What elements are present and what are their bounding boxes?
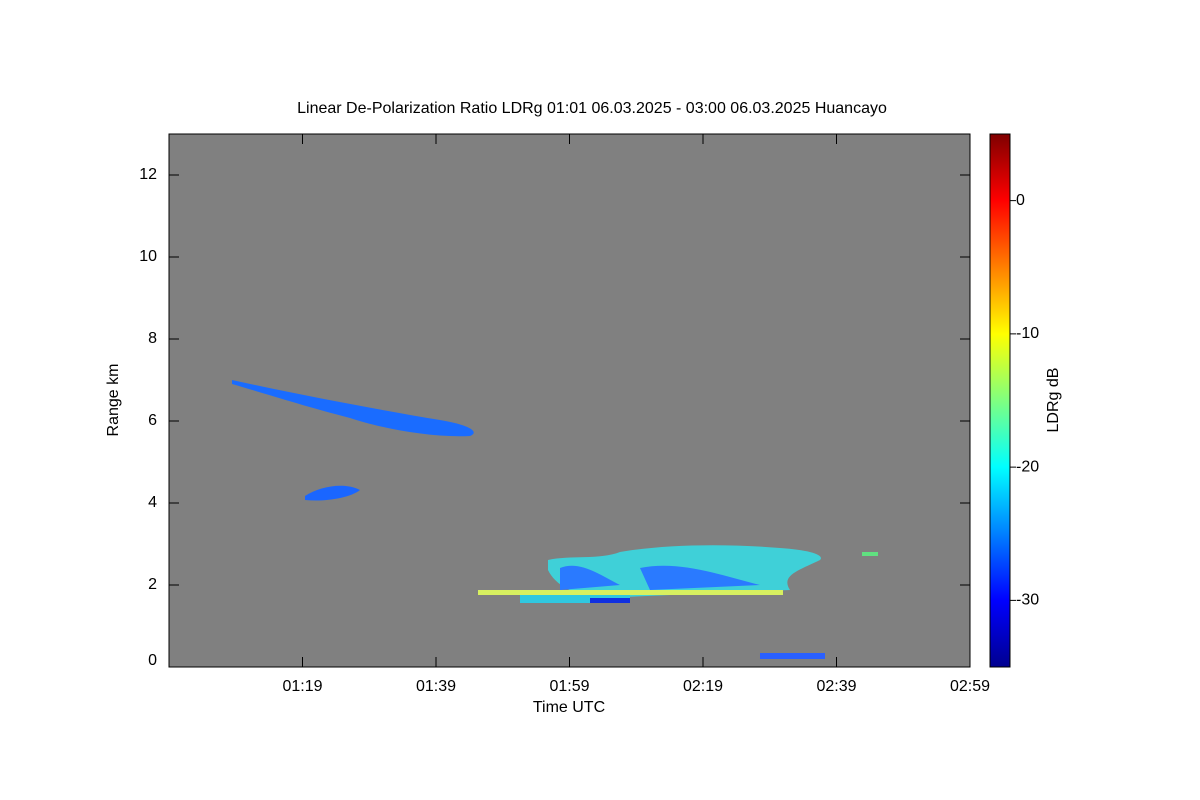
y-tick-label: 12 (139, 166, 157, 183)
colorbar-tick-label: -30 (1016, 592, 1039, 609)
colorbar-label: LDRg dB (1045, 368, 1062, 433)
echo (520, 595, 630, 603)
echo (760, 653, 825, 659)
echo (560, 565, 760, 590)
x-axis-label: Time UTC (533, 699, 605, 716)
x-tick-label: 02:39 (816, 678, 856, 695)
x-tick-label: 01:39 (416, 678, 456, 695)
echo (590, 598, 630, 603)
colorbar-tick-label: -10 (1016, 325, 1039, 342)
y-tick-label: 6 (148, 412, 157, 429)
axes (168, 133, 1016, 668)
colorbar (989, 133, 1011, 668)
echo (862, 552, 878, 556)
y-axis-label: Range km (105, 364, 122, 437)
y-tick-label: 2 (148, 576, 157, 593)
x-tick-label: 02:59 (950, 678, 990, 695)
echo (232, 380, 474, 437)
echoes (232, 380, 878, 659)
echo (305, 485, 360, 501)
colorbar-tick-label: 0 (1016, 192, 1025, 209)
y-tick-label: 0 (148, 652, 157, 669)
x-tick-label: 02:19 (683, 678, 723, 695)
x-tick-label: 01:59 (549, 678, 589, 695)
colorbar-tick-label: -20 (1016, 458, 1039, 475)
x-tick-label: 01:19 (282, 678, 322, 695)
y-tick-label: 4 (148, 494, 157, 511)
echo (478, 590, 783, 595)
y-tick-label: 10 (139, 248, 157, 265)
chart-title: Linear De-Polarization Ratio LDRg 01:01 … (297, 100, 887, 117)
y-tick-label: 8 (148, 330, 157, 347)
